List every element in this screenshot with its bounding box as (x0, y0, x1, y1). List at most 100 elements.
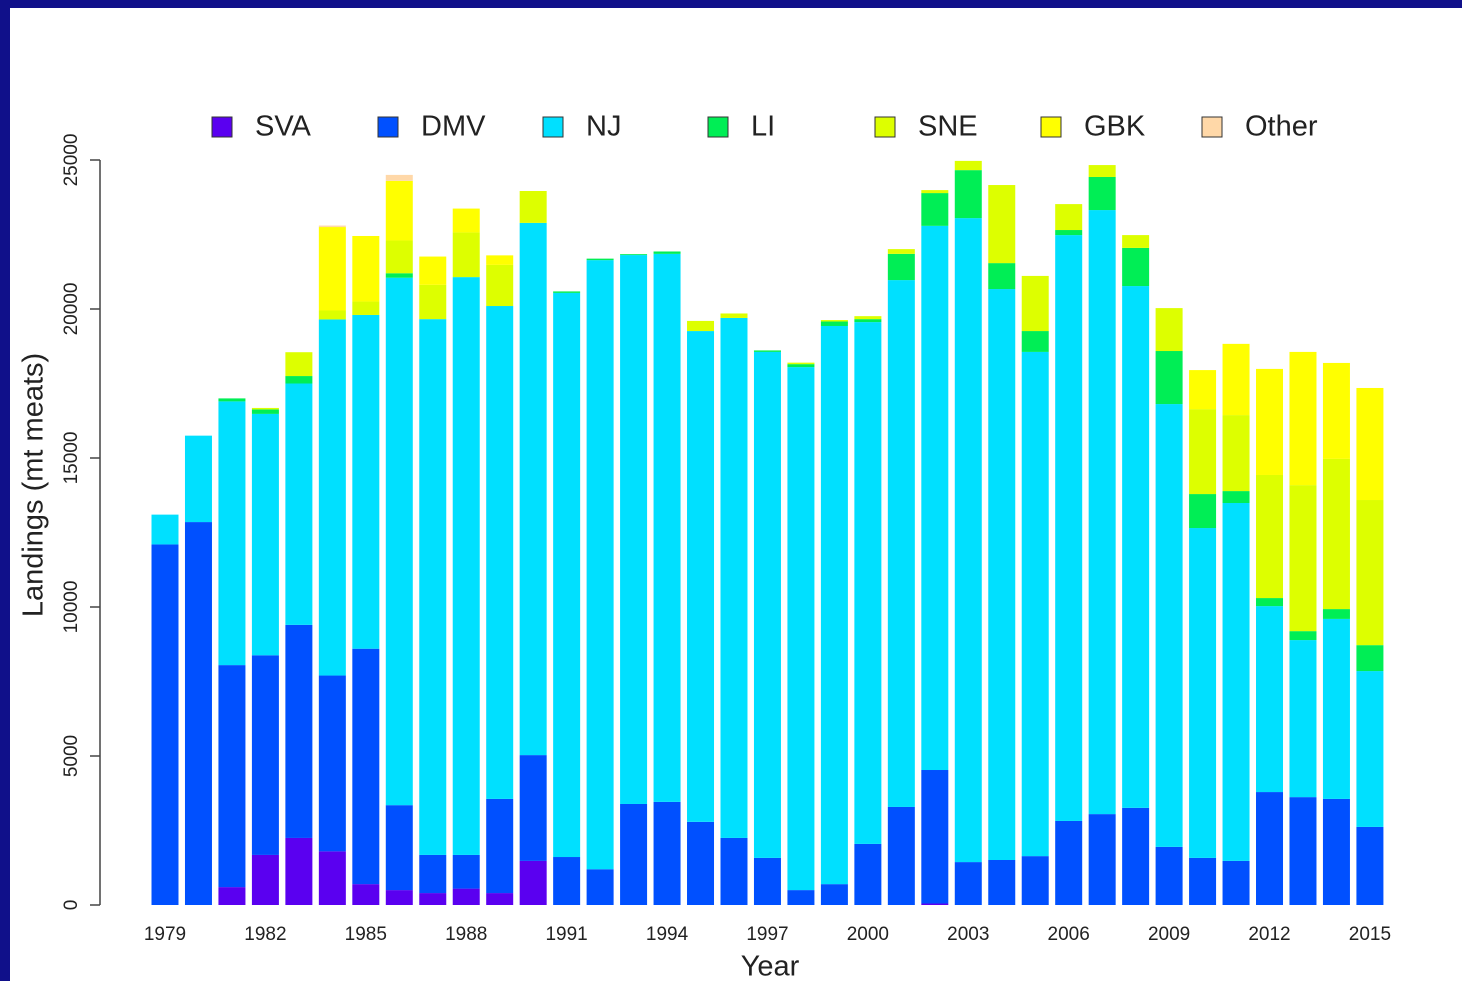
bar-segment (486, 264, 514, 307)
bar-segment (1088, 165, 1116, 177)
bar-segment (486, 893, 514, 905)
x-tick-label: 1979 (144, 924, 186, 945)
bar-segment (519, 222, 547, 756)
bar-segment (620, 254, 648, 256)
bar-segment (1356, 387, 1384, 501)
bar-segment (787, 890, 815, 905)
legend-label: Other (1245, 111, 1318, 143)
bar-segment (1055, 230, 1083, 236)
bar-segment (1256, 474, 1284, 599)
y-axis-label: Landings (mt meats) (18, 353, 50, 617)
bar-segment (218, 665, 246, 888)
bar-segment (1155, 846, 1183, 905)
bar-segment (184, 435, 212, 523)
bar-segment (385, 180, 413, 241)
x-tick-label: 1988 (445, 924, 487, 945)
bar-segment (151, 514, 179, 545)
bar-segment (1256, 368, 1284, 475)
bar-segment (553, 857, 581, 905)
x-tick-label: 1997 (746, 924, 788, 945)
bar-segment (854, 316, 882, 320)
bar-segment (1222, 860, 1250, 905)
bar-segment (251, 409, 279, 414)
bar-segment (352, 648, 380, 885)
y-tick-label: 20000 (61, 283, 82, 336)
bar-segment (1189, 370, 1217, 410)
bar-segment (419, 284, 447, 320)
bar-segment (1289, 631, 1317, 641)
bar-segment (318, 675, 346, 852)
bar-segment (519, 755, 547, 861)
bar-segment (1055, 235, 1083, 821)
bar-segment (720, 313, 748, 318)
bar-segment (486, 798, 514, 894)
bar-segment (1189, 409, 1217, 495)
bar-segment (1222, 343, 1250, 416)
bar-segment (687, 821, 715, 905)
bar-segment (988, 289, 1016, 861)
bar-segment (452, 208, 480, 233)
legend-label: NJ (586, 111, 621, 143)
bar-segment (1122, 807, 1150, 905)
bar-segment (519, 860, 547, 905)
bar-segment (419, 893, 447, 905)
bar-segment (720, 837, 748, 905)
bar-segment (486, 306, 514, 799)
bar-segment (1256, 598, 1284, 607)
x-tick-label: 1991 (545, 924, 587, 945)
bar-segment (954, 218, 982, 863)
bar-segment (285, 837, 313, 905)
bar-segment (1055, 820, 1083, 905)
bar-segment (452, 232, 480, 278)
bar-segment (854, 319, 882, 323)
bar-segment (419, 256, 447, 285)
x-tick-label: 1994 (646, 924, 689, 945)
bar-segment (1356, 671, 1384, 827)
bar-segment (352, 301, 380, 315)
slide-border-left (0, 0, 10, 981)
bar-segment (988, 860, 1016, 905)
bar-segment (1055, 204, 1083, 231)
bar-segment (1021, 331, 1049, 352)
bar-segment (318, 851, 346, 905)
legend-label: DMV (421, 111, 486, 143)
bar-segment (1088, 814, 1116, 905)
bar-segment (954, 170, 982, 219)
bar-segment (1256, 792, 1284, 905)
legend-swatch (211, 116, 233, 138)
bar-segment (1122, 235, 1150, 248)
bar-segment (251, 655, 279, 855)
bar-segment (285, 383, 313, 625)
bar-segment (452, 854, 480, 889)
bar-segment (1155, 308, 1183, 352)
bar-segment (921, 193, 949, 226)
bar-segment (218, 887, 246, 905)
legend-swatch (1201, 116, 1223, 138)
bar-segment (1088, 176, 1116, 211)
x-tick-label: 1982 (244, 924, 286, 945)
bar-segment (151, 544, 179, 905)
bar-segment (887, 806, 915, 905)
bar-segment (954, 160, 982, 171)
bar-segment (854, 322, 882, 844)
y-tick-label: 10000 (61, 581, 82, 634)
bar-segment (1322, 609, 1350, 619)
bar-segment (318, 225, 346, 228)
bar-segment (720, 317, 748, 838)
x-tick-label: 2000 (847, 924, 889, 945)
bar-segment (452, 277, 480, 855)
bar-segment (385, 890, 413, 905)
bar-segment (586, 260, 614, 870)
bar-segment (988, 263, 1016, 290)
bar-segment (318, 227, 346, 311)
y-tick-label: 5000 (61, 735, 82, 777)
bar-segment (921, 770, 949, 904)
bar-segment (1021, 275, 1049, 332)
bar-segment (620, 255, 648, 804)
bar-segment (318, 310, 346, 320)
legend-label: SVA (255, 111, 312, 143)
bar-segment (753, 857, 781, 905)
bar-segment (753, 350, 781, 352)
bar-segment (586, 869, 614, 905)
